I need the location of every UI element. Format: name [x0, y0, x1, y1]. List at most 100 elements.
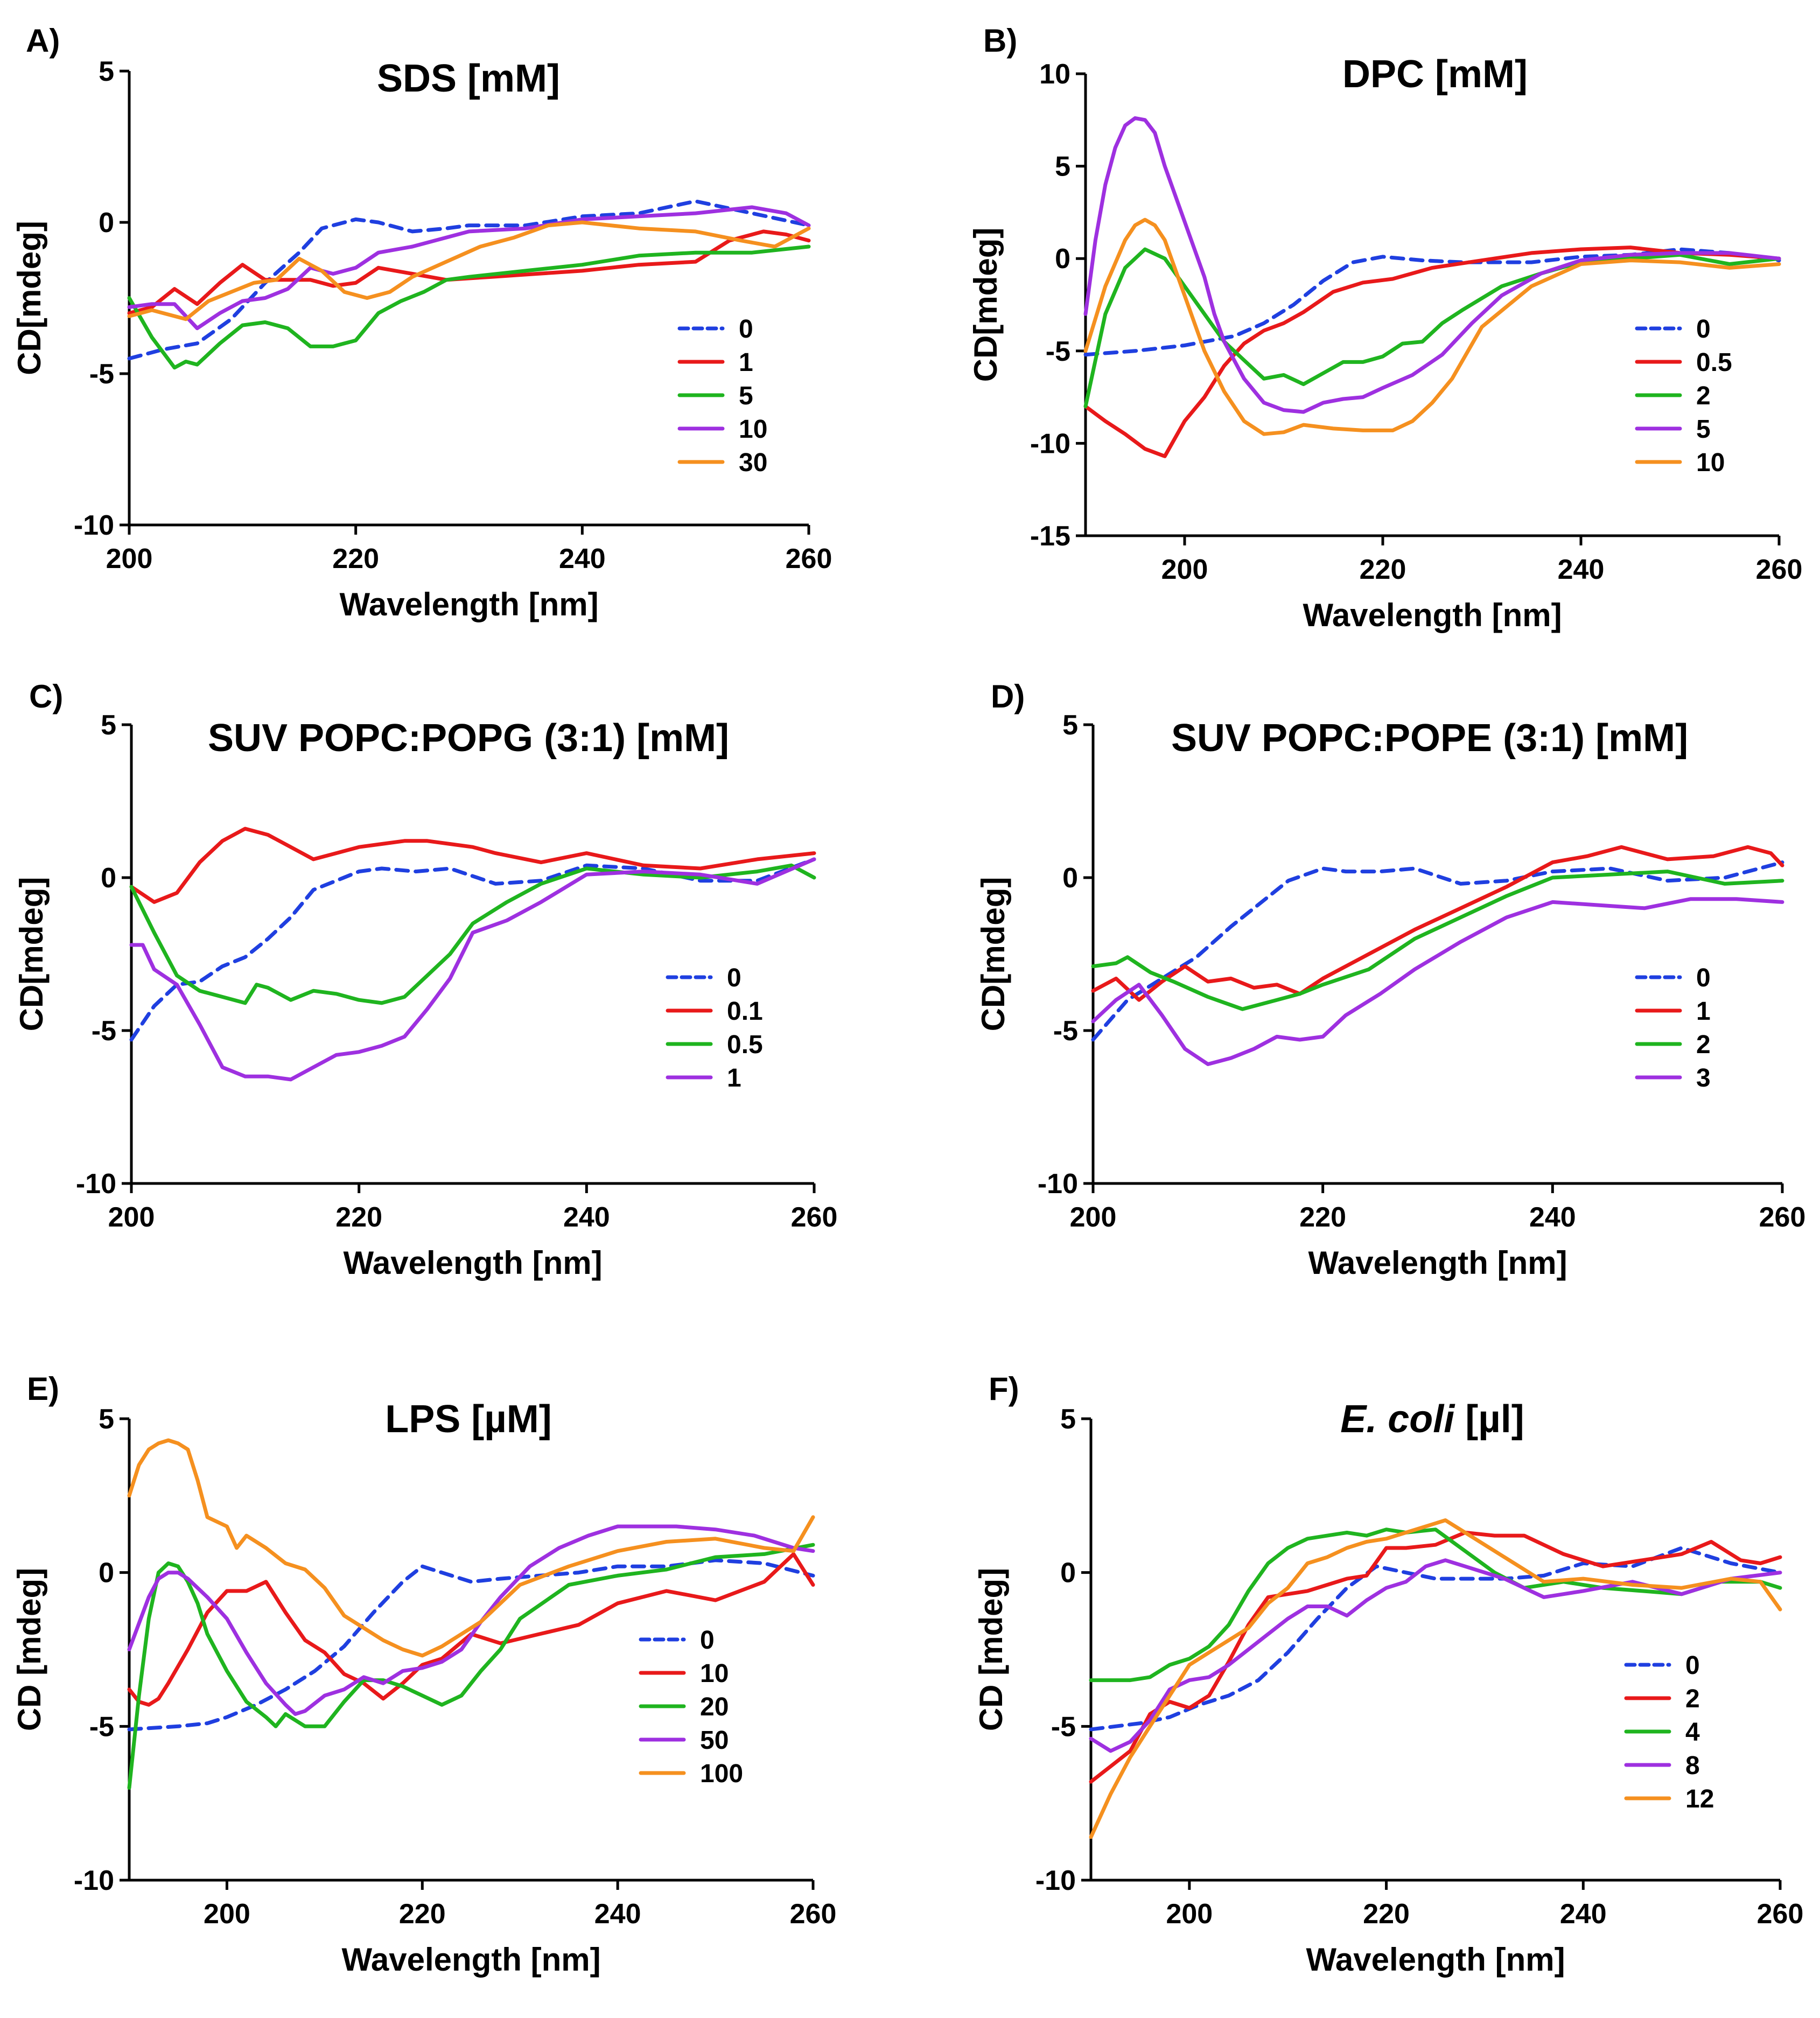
y-tick-label: -5	[1051, 1711, 1076, 1742]
series-line-12	[1089, 1518, 1782, 1839]
chart-panel-4: D) SUV POPC:POPE (3:1) [mM] -10 -5 0 5 200 220 2…	[975, 678, 1805, 1281]
series-line-0.5	[1083, 246, 1781, 458]
series-line-0	[127, 1558, 815, 1732]
y-axis-title: CD [mdeg]	[973, 1568, 1009, 1731]
panel-letter: A)	[26, 23, 60, 59]
y-axis-title: CD[mdeg]	[11, 221, 47, 375]
series-line-100	[127, 1438, 815, 1658]
y-tick-label: -10	[76, 1168, 116, 1200]
series-line-10	[127, 1552, 815, 1707]
y-tick-label: 0	[1055, 243, 1070, 275]
x-tick-label: 260	[790, 1898, 837, 1930]
series-line-5	[1083, 116, 1781, 414]
series-line-0.1	[129, 826, 816, 904]
x-tick-label: 220	[332, 543, 379, 574]
series-line-4	[1089, 1527, 1782, 1683]
x-tick-label: 240	[1558, 554, 1605, 585]
x-tick-label: 200	[1161, 554, 1208, 585]
x-tick-label: 220	[1360, 554, 1406, 585]
chart-title: LPS [µM]	[385, 1398, 551, 1441]
y-tick-label: -10	[74, 1865, 114, 1896]
x-axis-title: Wavelength [nm]	[341, 1942, 600, 1978]
y-tick-label: 5	[1062, 710, 1078, 741]
x-tick-label: 200	[1166, 1898, 1213, 1930]
x-tick-label: 200	[106, 543, 153, 574]
x-tick-label: 200	[1070, 1202, 1117, 1233]
y-tick-label: -5	[92, 1015, 116, 1047]
panel-letter: F)	[989, 1371, 1019, 1407]
series-line-0	[127, 199, 811, 361]
legend-label: 10	[1696, 449, 1725, 477]
series-line-5	[127, 244, 811, 370]
panel-letter: B)	[983, 23, 1017, 59]
legend-label: 8	[1685, 1751, 1700, 1780]
y-tick-label: -10	[1030, 428, 1070, 459]
series-line-20	[127, 1543, 815, 1790]
y-tick-label: -5	[1053, 1015, 1078, 1047]
y-axis-title: CD [mdeg]	[11, 1568, 47, 1731]
series-line-1	[1091, 845, 1784, 1002]
legend-label: 0.5	[1696, 348, 1732, 377]
legend-label: 5	[1696, 415, 1711, 444]
legend-label: 100	[700, 1760, 743, 1788]
x-tick-label: 260	[786, 543, 832, 574]
chart-title: SUV POPC:POPG (3:1) [mM]	[208, 717, 729, 760]
series-line-1	[129, 857, 816, 1082]
x-tick-label: 220	[399, 1898, 446, 1930]
legend-label: 0.5	[727, 1031, 763, 1059]
y-tick-label: -10	[1038, 1168, 1078, 1200]
chart-panel-3: C) SUV POPC:POPG (3:1) [mM] -10 -5 0 5 200 220 2…	[13, 678, 837, 1281]
panel-letter: C)	[29, 678, 63, 714]
x-tick-label: 240	[594, 1898, 641, 1930]
x-tick-label: 240	[1560, 1898, 1607, 1930]
chart-title: DPC [mM]	[1342, 53, 1528, 96]
x-tick-label: 220	[335, 1202, 382, 1233]
x-tick-label: 240	[1529, 1202, 1576, 1233]
y-tick-label: 0	[1060, 1558, 1076, 1589]
legend-label: 2	[1696, 1031, 1711, 1059]
legend-label: 0	[739, 315, 753, 344]
y-tick-label: 5	[99, 56, 114, 87]
series-line-0.5	[129, 863, 816, 1005]
series-line-50	[127, 1524, 815, 1716]
legend-label: 0	[1685, 1651, 1700, 1680]
legend-label: 50	[700, 1726, 729, 1755]
x-tick-label: 200	[204, 1898, 250, 1930]
legend-label: 0	[1696, 964, 1711, 992]
x-tick-label: 240	[563, 1202, 610, 1233]
series-line-0	[1091, 860, 1784, 1042]
legend-label: 0	[1696, 315, 1711, 344]
series-line-0	[1089, 1546, 1782, 1732]
series-line-30	[127, 220, 811, 321]
y-tick-label: -15	[1030, 521, 1070, 552]
legend-label: 2	[1696, 382, 1711, 410]
panel-letter: D)	[991, 678, 1025, 714]
legend-label: 10	[739, 415, 767, 444]
y-tick-label: -10	[1035, 1865, 1076, 1896]
y-tick-label: 5	[1060, 1404, 1076, 1435]
x-axis-title: Wavelength [nm]	[1306, 1942, 1565, 1978]
y-tick-label: 0	[99, 207, 114, 239]
y-tick-label: -5	[89, 1711, 114, 1742]
x-tick-label: 200	[108, 1202, 155, 1233]
legend-label: 12	[1685, 1785, 1714, 1813]
series-line-0	[1083, 247, 1781, 357]
y-tick-label: 5	[99, 1404, 114, 1435]
x-axis-title: Wavelength [nm]	[339, 586, 598, 622]
y-axis-title: CD[mdeg]	[13, 877, 50, 1032]
legend-label: 10	[700, 1659, 729, 1688]
y-axis-title: CD[mdeg]	[968, 228, 1004, 382]
y-tick-label: 10	[1039, 59, 1070, 90]
y-tick-label: 0	[99, 1558, 114, 1589]
legend-label: 1	[1696, 997, 1711, 1026]
legend-label: 1	[739, 348, 753, 377]
chart-title: SDS [mM]	[377, 57, 560, 100]
y-tick-label: 0	[1062, 863, 1078, 894]
x-axis-title: Wavelength [nm]	[1303, 597, 1562, 633]
y-axis-title: CD[mdeg]	[975, 877, 1011, 1032]
legend-label: 20	[700, 1693, 729, 1721]
legend-label: 0.1	[727, 997, 763, 1026]
